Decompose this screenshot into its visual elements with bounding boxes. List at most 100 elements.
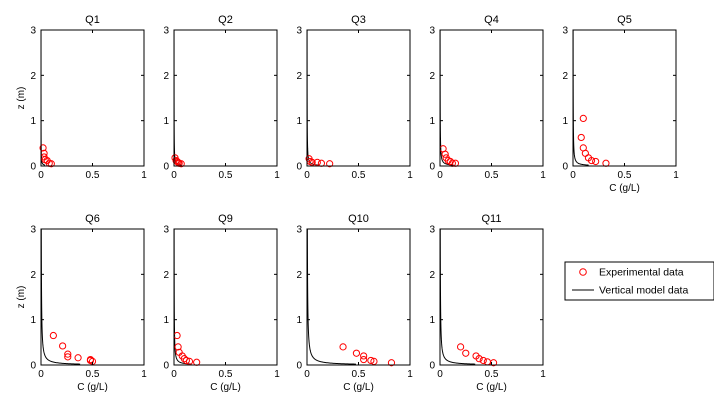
x-tick-label-q10-2: 1 xyxy=(407,369,413,380)
y-tick-label-q4-1: 1 xyxy=(429,116,435,127)
x-tick-label-q4-1: 0.5 xyxy=(485,170,499,181)
experimental-point-q5-0 xyxy=(579,114,587,123)
x-tick-label-q3-0: 0 xyxy=(304,170,310,181)
panel-title-q5: Q5 xyxy=(617,14,632,26)
y-tick-label-q10-3: 3 xyxy=(296,225,302,236)
y-tick-label-q9-0: 0 xyxy=(163,361,169,372)
plot-area-q5 xyxy=(573,30,676,166)
panel-q10: 0 0.5 1 0 1 2 3 Q10 C (g/L) xyxy=(296,213,413,393)
experimental-point-q9-1 xyxy=(174,343,182,351)
legend: Experimental data Vertical model data xyxy=(564,261,714,301)
experimental-point-q6-0 xyxy=(49,331,57,340)
y-tick-label-q5-3: 3 xyxy=(562,26,568,37)
x-tick-label-q5-0: 0 xyxy=(570,170,576,181)
panel-q2: 0 0.5 1 0 1 2 3 Q2 xyxy=(163,14,280,181)
experimental-point-q1-6 xyxy=(47,160,55,168)
experimental-point-q1-0 xyxy=(39,144,47,152)
experimental-point-q9-6 xyxy=(185,357,194,365)
x-tick-label-q11-0: 0 xyxy=(437,369,443,380)
y-tick-label-q11-2: 2 xyxy=(429,270,435,281)
experimental-point-q5-5 xyxy=(587,156,596,165)
y-tick-label-q3-2: 2 xyxy=(296,71,302,82)
y-tick-label-q10-2: 2 xyxy=(296,270,302,281)
x-tick-label-q4-0: 0 xyxy=(437,170,443,181)
y-tick-label-q5-1: 1 xyxy=(562,116,568,127)
experimental-point-q6-1 xyxy=(59,342,67,350)
x-tick-label-q5-2: 1 xyxy=(673,170,679,181)
x-tick-label-q10-0: 0 xyxy=(304,369,310,380)
x-tick-label-q9-2: 1 xyxy=(274,369,280,380)
y-tick-label-q4-2: 2 xyxy=(429,71,435,82)
x-tick-label-q6-2: 1 xyxy=(141,369,147,380)
y-tick-label-q3-1: 1 xyxy=(296,116,302,127)
panel-title-q6: Q6 xyxy=(85,213,100,225)
x-axis-label-q9: C (g/L) xyxy=(210,382,241,393)
panel-title-q9: Q9 xyxy=(218,213,233,225)
x-axis-label-q11: C (g/L) xyxy=(476,382,507,393)
y-tick-label-q5-0: 0 xyxy=(562,162,568,173)
experimental-point-q11-1 xyxy=(462,349,470,357)
y-tick-label-q2-2: 2 xyxy=(163,71,169,82)
plot-area-q3 xyxy=(307,30,410,166)
y-axis-label-q6: z (m) xyxy=(16,286,27,309)
y-tick-label-q1-0: 0 xyxy=(30,162,36,173)
x-tick-label-q2-0: 0 xyxy=(171,170,177,181)
plot-area-q10 xyxy=(307,229,410,365)
experimental-point-q5-6 xyxy=(592,157,600,166)
x-tick-label-q1-0: 0 xyxy=(38,170,44,181)
y-tick-label-q9-2: 2 xyxy=(163,270,169,281)
x-tick-label-q3-2: 1 xyxy=(407,170,413,181)
y-tick-label-q3-3: 3 xyxy=(296,26,302,37)
x-tick-label-q10-1: 0.5 xyxy=(352,369,366,380)
y-tick-label-q6-2: 2 xyxy=(30,270,36,281)
experimental-point-q11-4 xyxy=(479,356,487,365)
y-tick-label-q2-0: 0 xyxy=(163,162,169,173)
plot-area-q11 xyxy=(440,229,543,365)
panel-q6: 0 0.5 1 0 1 2 3 Q6 C (g/L) z (m) xyxy=(16,213,147,393)
x-tick-label-q6-0: 0 xyxy=(38,369,44,380)
y-tick-label-q2-1: 1 xyxy=(163,116,169,127)
experimental-point-q10-1 xyxy=(352,349,361,357)
y-tick-label-q11-0: 0 xyxy=(429,361,435,372)
y-tick-label-q5-2: 2 xyxy=(562,71,568,82)
x-tick-label-q2-2: 1 xyxy=(274,170,280,181)
y-tick-label-q1-3: 3 xyxy=(30,26,36,37)
experimental-point-q5-1 xyxy=(577,133,585,142)
panel-title-q11: Q11 xyxy=(482,213,502,225)
y-tick-label-q10-0: 0 xyxy=(296,361,302,372)
y-axis-label-q1: z (m) xyxy=(16,87,27,110)
experimental-point-q4-1 xyxy=(441,150,449,158)
y-tick-label-q2-3: 3 xyxy=(163,26,169,37)
experimental-point-q10-2 xyxy=(360,352,368,360)
experimental-point-q3-3 xyxy=(313,158,321,166)
plot-area-q4 xyxy=(440,30,543,166)
plot-area-q9 xyxy=(174,229,277,365)
x-tick-label-q11-1: 0.5 xyxy=(485,369,499,380)
x-tick-label-q4-2: 1 xyxy=(540,170,546,181)
experimental-point-q11-3 xyxy=(475,355,483,363)
y-tick-label-q4-3: 3 xyxy=(429,26,435,37)
plot-area-q1 xyxy=(41,30,144,166)
y-tick-label-q1-2: 2 xyxy=(30,71,36,82)
y-tick-label-q6-1: 1 xyxy=(30,315,36,326)
panel-q5: 0 0.5 1 0 1 2 3 Q5 C (g/L) xyxy=(562,14,679,194)
legend-label-model: Vertical model data xyxy=(599,285,688,297)
experimental-point-q10-0 xyxy=(339,343,347,351)
x-tick-label-q2-1: 0.5 xyxy=(219,170,233,181)
x-tick-label-q1-1: 0.5 xyxy=(86,170,100,181)
panel-q3: 0 0.5 1 0 1 2 3 Q3 xyxy=(296,14,413,181)
panel-title-q1: Q1 xyxy=(85,14,100,26)
x-tick-label-q5-1: 0.5 xyxy=(618,170,632,181)
x-tick-label-q9-1: 0.5 xyxy=(219,369,233,380)
experimental-point-q6-2 xyxy=(64,350,72,358)
panel-q11: 0 0.5 1 0 1 2 3 Q11 C (g/L) xyxy=(429,213,546,393)
experimental-point-q10-6 xyxy=(387,359,396,367)
experimental-point-q10-3 xyxy=(360,355,368,364)
legend-label-experimental: Experimental data xyxy=(599,267,684,279)
y-tick-label-q1-1: 1 xyxy=(30,116,36,127)
experimental-point-q6-3 xyxy=(64,353,72,361)
plot-area-q6 xyxy=(41,229,144,365)
y-tick-label-q9-1: 1 xyxy=(163,315,169,326)
